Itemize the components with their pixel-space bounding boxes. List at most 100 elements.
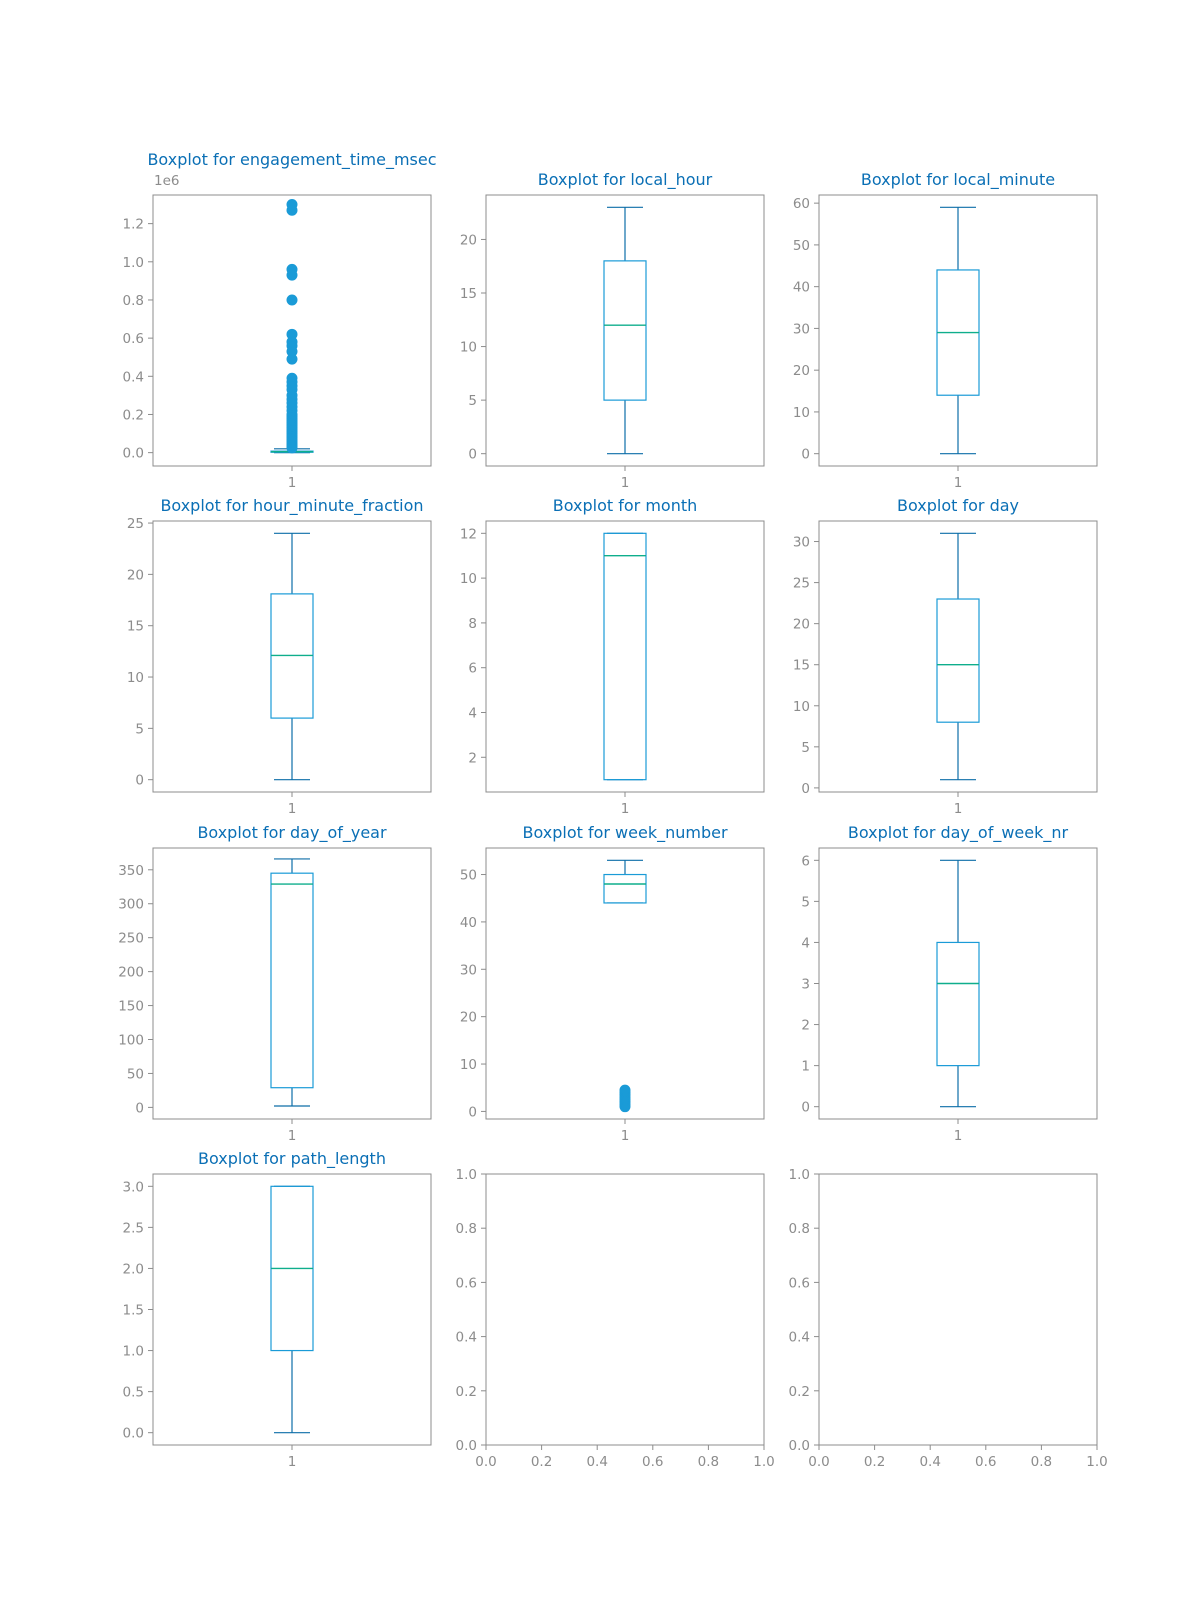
y-tick-label: 5 bbox=[801, 740, 810, 756]
subplot-title: Boxplot for local_hour bbox=[538, 170, 713, 190]
subplot-5: 2 4 6 8 10 12 1 Boxplot for month bbox=[460, 496, 765, 817]
y-tick-label: 0.4 bbox=[789, 1330, 810, 1346]
y-tick-label: 50 bbox=[127, 1066, 144, 1082]
subplot-title: Boxplot for month bbox=[553, 496, 698, 515]
y-tick-label: 50 bbox=[460, 868, 477, 884]
y-tick-label: 250 bbox=[118, 931, 144, 947]
y-tick-label: 25 bbox=[793, 576, 810, 592]
outlier-point bbox=[619, 1084, 631, 1096]
x-tick-label: 1 bbox=[621, 1128, 630, 1144]
y-tick-label: 0.2 bbox=[789, 1384, 810, 1400]
x-tick-label: 0.2 bbox=[864, 1454, 885, 1470]
axes-frame bbox=[485, 520, 765, 793]
subplot-8: 0 10 20 30 40 50 1 Boxplot for week_number bbox=[460, 823, 765, 1144]
x-tick-label: 1 bbox=[288, 475, 297, 491]
subplot-3: 0 10 20 30 40 50 60 1 Boxplot for local_minute bbox=[793, 170, 1098, 491]
y-tick-label: 0.6 bbox=[789, 1275, 810, 1291]
x-tick-label: 1.0 bbox=[1086, 1454, 1107, 1470]
y-tick-label: 50 bbox=[793, 238, 810, 254]
y-tick-label: 20 bbox=[460, 1010, 477, 1026]
y-tick-label: 20 bbox=[793, 363, 810, 379]
x-tick-label: 1 bbox=[621, 801, 630, 817]
y-tick-label: 3 bbox=[801, 977, 810, 993]
y-tick-label: 0.6 bbox=[456, 1275, 477, 1291]
x-tick-label: 1 bbox=[288, 1454, 297, 1470]
axes-frame bbox=[818, 1173, 1098, 1446]
y-tick-label: 2 bbox=[801, 1018, 810, 1034]
y-tick-label: 1.0 bbox=[123, 1344, 144, 1360]
subplot-title: Boxplot for path_length bbox=[198, 1149, 386, 1169]
y-tick-label: 6 bbox=[801, 853, 810, 869]
axes-frame bbox=[152, 847, 432, 1120]
y-tick-label: 25 bbox=[127, 516, 144, 532]
outlier-point bbox=[286, 269, 298, 281]
y-tick-label: 10 bbox=[460, 340, 477, 356]
y-tick-label: 12 bbox=[460, 526, 477, 542]
y-tick-label: 0.0 bbox=[456, 1438, 477, 1454]
x-tick-label: 0.2 bbox=[531, 1454, 552, 1470]
y-tick-label: 1.5 bbox=[123, 1303, 144, 1319]
y-tick-label: 15 bbox=[460, 286, 477, 302]
subplot-6: 0 5 10 15 20 25 30 1 Boxplot for day bbox=[793, 496, 1098, 817]
iqr-box bbox=[936, 941, 980, 1067]
subplot-title: Boxplot for day bbox=[897, 496, 1019, 515]
x-tick-label: 1 bbox=[954, 475, 963, 491]
y-tick-label: 0 bbox=[801, 1100, 810, 1116]
subplot-title: Boxplot for day_of_week_nr bbox=[848, 823, 1069, 843]
y-tick-label: 0.8 bbox=[456, 1221, 477, 1237]
x-tick-label: 0.0 bbox=[808, 1454, 829, 1470]
subplot-title: Boxplot for week_number bbox=[522, 823, 727, 843]
y-tick-label: 2.0 bbox=[123, 1261, 144, 1277]
y-tick-label: 20 bbox=[793, 617, 810, 633]
y-tick-label: 0.0 bbox=[123, 446, 144, 462]
y-tick-label: 1.0 bbox=[789, 1167, 810, 1183]
x-tick-label: 0.8 bbox=[698, 1454, 719, 1470]
y-tick-label: 2.5 bbox=[123, 1220, 144, 1236]
axes-frame bbox=[485, 847, 765, 1120]
y-tick-label: 10 bbox=[460, 571, 477, 587]
y-tick-label: 10 bbox=[460, 1057, 477, 1073]
y-tick-label: 5 bbox=[468, 393, 477, 409]
y-tick-label: 10 bbox=[127, 670, 144, 686]
y-tick-label: 2 bbox=[468, 750, 477, 766]
y-tick-label: 0.4 bbox=[456, 1330, 477, 1346]
y-tick-label: 0 bbox=[801, 781, 810, 797]
y-tick-label: 10 bbox=[793, 699, 810, 715]
iqr-box bbox=[270, 872, 314, 1089]
y-tick-label: 30 bbox=[793, 535, 810, 551]
x-tick-label: 0.0 bbox=[475, 1454, 496, 1470]
outlier-point bbox=[286, 294, 298, 306]
y-tick-label: 200 bbox=[118, 965, 144, 981]
subplot-title: Boxplot for local_minute bbox=[861, 170, 1055, 190]
y-tick-label: 3.0 bbox=[123, 1179, 144, 1195]
iqr-box bbox=[603, 260, 647, 401]
y-tick-label: 0 bbox=[135, 773, 144, 789]
y-tick-label: 0.8 bbox=[789, 1221, 810, 1237]
y-tick-label: 0 bbox=[468, 1104, 477, 1120]
y-tick-label: 100 bbox=[118, 1033, 144, 1049]
x-tick-label: 0.8 bbox=[1031, 1454, 1052, 1470]
y-tick-label: 1.2 bbox=[123, 217, 144, 233]
x-tick-label: 1 bbox=[288, 801, 297, 817]
x-tick-label: 1 bbox=[621, 475, 630, 491]
y-tick-label: 1.0 bbox=[456, 1167, 477, 1183]
subplot-title: Boxplot for day_of_year bbox=[197, 823, 387, 843]
y-tick-label: 300 bbox=[118, 897, 144, 913]
y-tick-label: 15 bbox=[127, 619, 144, 635]
y-tick-label: 1.0 bbox=[123, 255, 144, 271]
y-tick-label: 0.6 bbox=[123, 331, 144, 347]
x-tick-label: 0.6 bbox=[642, 1454, 663, 1470]
y-tick-label: 6 bbox=[468, 661, 477, 677]
y-tick-label: 4 bbox=[801, 935, 810, 951]
y-tick-label: 350 bbox=[118, 863, 144, 879]
y-tick-label: 150 bbox=[118, 999, 144, 1015]
y-tick-label: 0.4 bbox=[123, 369, 144, 385]
y-tick-label: 40 bbox=[460, 915, 477, 931]
y-tick-label: 20 bbox=[127, 567, 144, 583]
y-tick-label: 0.0 bbox=[123, 1426, 144, 1442]
subplot-10: 0.0 0.5 1.0 1.5 2.0 2.5 3.0 1 Boxplot for path_l… bbox=[123, 1149, 432, 1470]
y-tick-label: 30 bbox=[793, 321, 810, 337]
y-tick-label: 20 bbox=[460, 232, 477, 248]
y-tick-label: 0.2 bbox=[456, 1384, 477, 1400]
